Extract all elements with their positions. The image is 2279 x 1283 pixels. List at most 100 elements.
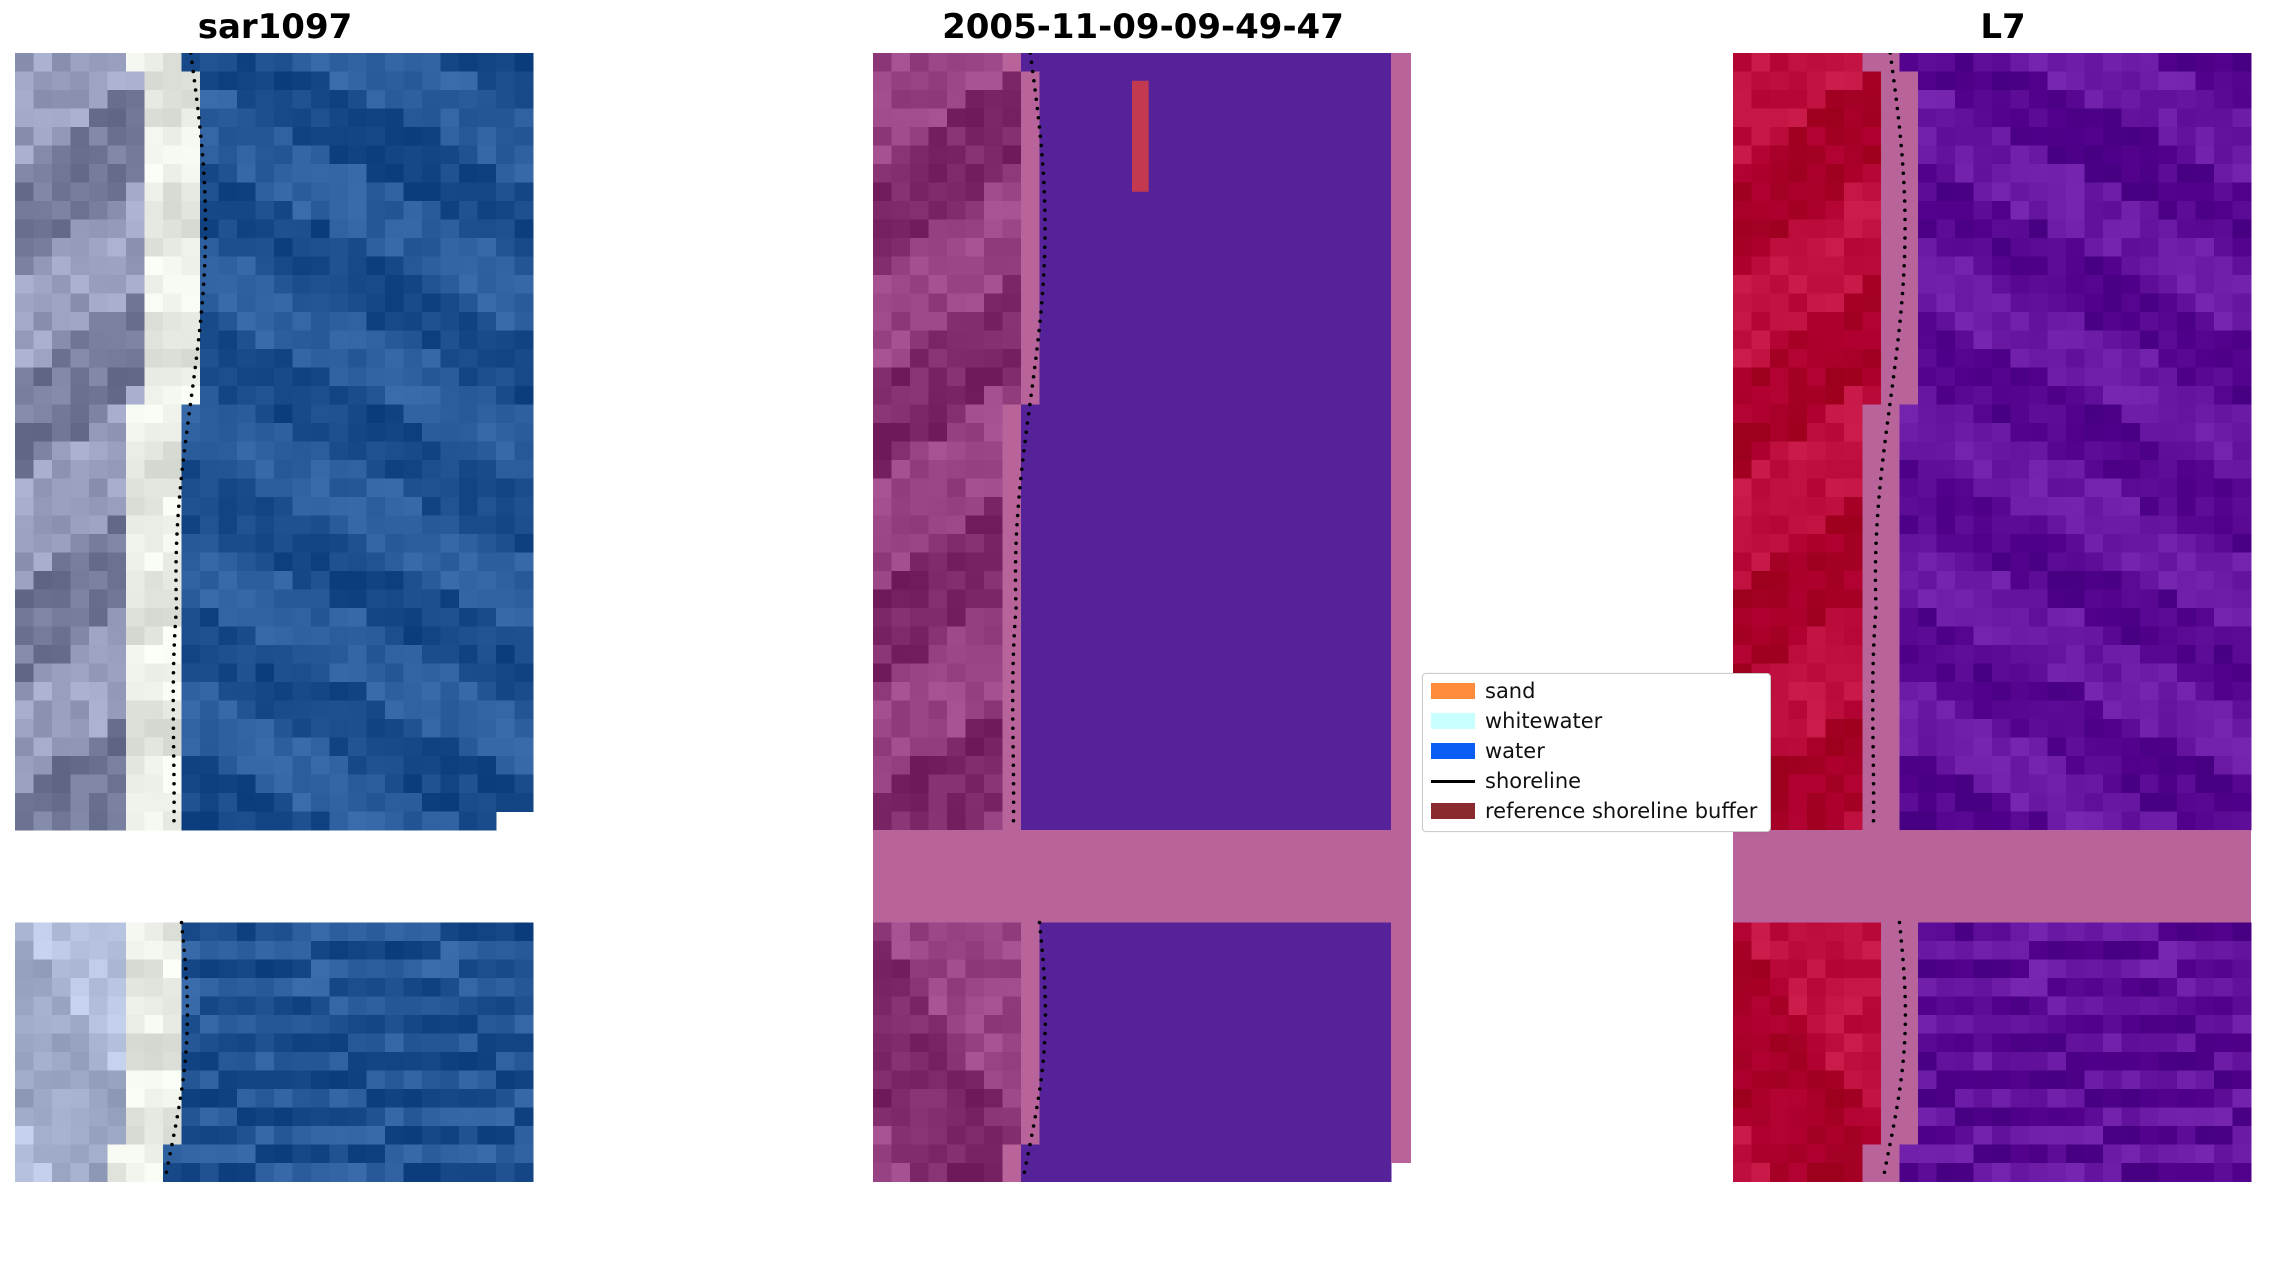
pixel <box>1992 1126 2011 1145</box>
pixel <box>514 256 534 276</box>
pixel <box>1261 737 1281 757</box>
pixel <box>440 423 460 442</box>
pixel <box>144 978 164 997</box>
pixel <box>1187 700 1207 720</box>
pixel <box>1150 497 1170 516</box>
pixel <box>200 996 219 1016</box>
pixel <box>1021 811 1040 831</box>
pixel <box>1354 404 1373 424</box>
pixel <box>274 1144 293 1164</box>
pixel <box>1844 330 1863 350</box>
pixel <box>1770 71 1789 91</box>
pixel <box>947 164 966 183</box>
pixel <box>947 793 966 812</box>
pixel <box>1899 423 1919 442</box>
pixel <box>984 460 1003 479</box>
pixel <box>1021 996 1040 1016</box>
pixel <box>1751 1033 1771 1053</box>
pixel <box>1224 1126 1244 1145</box>
pixel <box>237 256 256 276</box>
pixel <box>181 108 201 128</box>
pixel <box>1002 534 1022 553</box>
pixel <box>2195 386 2215 405</box>
pixel <box>2195 330 2215 350</box>
pixel <box>2047 108 2067 128</box>
pixel <box>2177 1126 2196 1145</box>
pixel <box>1335 1089 1355 1108</box>
pixel <box>52 515 71 535</box>
pixel <box>1733 201 1752 220</box>
pixel <box>70 275 90 294</box>
pixel <box>1169 127 1188 146</box>
pixel <box>496 108 515 128</box>
pixel <box>1076 978 1096 997</box>
shoreline-point <box>1023 439 1027 444</box>
pixel <box>2232 404 2252 424</box>
pixel <box>1973 256 1993 276</box>
pixel <box>1317 349 1336 368</box>
shoreline-point <box>1040 291 1045 296</box>
pixel <box>2066 1126 2085 1145</box>
pixel <box>1150 1163 1170 1182</box>
pixel <box>1733 275 1752 294</box>
pixel <box>1862 349 1882 368</box>
pixel <box>459 996 478 1016</box>
pixel <box>910 312 929 331</box>
pixel <box>1372 719 1392 738</box>
pixel <box>422 238 441 257</box>
pixel <box>1335 756 1355 775</box>
pixel <box>1335 312 1355 331</box>
pixel <box>1206 552 1225 572</box>
pixel <box>1955 349 1974 368</box>
pixel <box>2195 1163 2215 1182</box>
pixel <box>2010 996 2030 1016</box>
pixel <box>292 793 312 812</box>
pixel <box>1280 256 1299 276</box>
pixel <box>1076 1126 1096 1145</box>
pixel <box>366 423 386 442</box>
pixel <box>126 793 145 812</box>
pixel <box>496 478 515 498</box>
shoreline-point <box>1011 809 1016 814</box>
pixel <box>403 608 423 627</box>
shoreline-point <box>1013 596 1018 601</box>
pixel <box>1973 90 1993 109</box>
pixel <box>1076 312 1096 331</box>
shoreline-point <box>1039 1077 1043 1082</box>
pixel <box>33 589 53 609</box>
pixel <box>15 774 34 794</box>
pixel <box>237 90 256 109</box>
pixel <box>1243 201 1262 220</box>
pixel <box>2140 1033 2159 1053</box>
shoreline-point <box>1043 1013 1048 1017</box>
pixel <box>1825 1015 1845 1034</box>
pixel <box>1807 497 1826 516</box>
pixel <box>2177 164 2196 183</box>
pixel <box>218 182 238 202</box>
shoreline-point <box>1012 633 1017 638</box>
pixel <box>237 108 256 128</box>
shoreline-point <box>171 1133 176 1138</box>
pixel <box>70 589 90 609</box>
pixel <box>1150 793 1170 812</box>
pixel <box>1770 756 1789 775</box>
pixel <box>255 996 275 1016</box>
pixel <box>477 756 497 775</box>
pixel <box>1039 1052 1059 1071</box>
shoreline-point <box>179 476 184 481</box>
pixel <box>89 1144 108 1164</box>
shoreline-point <box>1884 430 1889 435</box>
pixel <box>1881 959 1900 979</box>
shoreline-point <box>1902 189 1907 194</box>
pixel <box>1187 90 1207 109</box>
pixel <box>1372 700 1392 720</box>
pixel <box>1317 552 1336 572</box>
pixel <box>1150 978 1170 997</box>
pixel <box>2140 71 2159 91</box>
pixel <box>2010 312 2030 331</box>
pixel <box>2010 626 2030 646</box>
pixel <box>1955 996 1974 1016</box>
pixel <box>237 663 256 683</box>
pixel <box>1206 127 1225 146</box>
pixel <box>1317 1126 1336 1145</box>
